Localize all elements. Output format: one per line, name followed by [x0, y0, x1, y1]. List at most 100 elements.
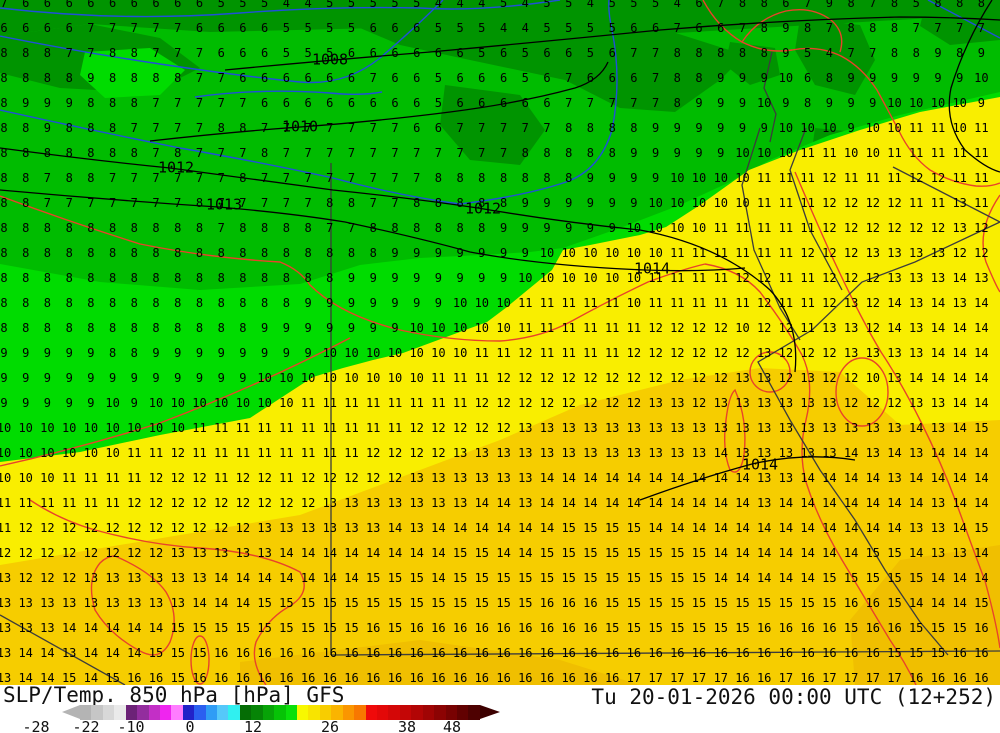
temp-value: 9 [456, 271, 464, 285]
temp-value: 15 [756, 596, 772, 610]
temp-value: 4 [478, 0, 486, 10]
temp-value: 6 [456, 71, 464, 85]
temp-value: 15 [713, 596, 729, 610]
temp-value: 8 [304, 271, 312, 285]
temp-value: 8 [43, 221, 52, 235]
coastline [982, 194, 1000, 293]
temp-value: 8 [217, 296, 225, 310]
temp-value: 11 [735, 296, 750, 310]
temp-value: 8 [347, 196, 356, 210]
temp-value: 10 [648, 196, 663, 210]
temp-value: 6 [174, 0, 182, 10]
temp-value: 16 [344, 646, 359, 660]
temp-value: 13 [887, 371, 902, 385]
temp-value: 15 [713, 621, 729, 635]
temp-value: 8 [195, 321, 204, 335]
temp-value: 12 [800, 346, 815, 360]
isobar-label: 1010 [281, 117, 319, 136]
temp-value: 13 [930, 546, 946, 560]
temp-value: 10 [170, 421, 186, 435]
temp-value: 14 [18, 671, 33, 685]
temp-value: 11 [974, 146, 989, 160]
blue-contours [0, 0, 1000, 205]
deep-gold-patch [850, 545, 1000, 685]
temp-value: 7 [543, 121, 551, 135]
temp-value: 7 [803, 0, 812, 10]
temp-value: 11 [887, 146, 902, 160]
temp-value: 12 [474, 421, 490, 435]
temp-value: 12 [865, 196, 881, 210]
temp-value: 11 [40, 496, 55, 510]
temp-value: 12 [670, 321, 685, 335]
temp-value: 6 [391, 46, 399, 60]
temp-value: 5 [304, 46, 312, 60]
legend-color-block [445, 705, 457, 720]
temp-value: 14 [974, 396, 989, 410]
temp-value: 12 [18, 571, 33, 585]
temp-value: 14 [83, 646, 99, 660]
temp-value: 11 [583, 346, 598, 360]
temp-value: 11 [670, 246, 685, 260]
temp-value: 12 [300, 471, 316, 485]
temp-value: 12 [865, 396, 881, 410]
temp-value: 6 [565, 46, 573, 60]
temp-value: 12 [539, 396, 555, 410]
temp-value: 7 [391, 121, 399, 135]
temp-value: 6 [260, 96, 269, 110]
temp-value: 16 [887, 621, 902, 635]
temp-value: 15 [887, 546, 902, 560]
temp-value: 7 [108, 196, 117, 210]
temp-value: 10 [778, 71, 794, 85]
temp-value: 14 [300, 571, 316, 585]
temp-value: 10 [61, 421, 77, 435]
temp-value: 5 [282, 21, 291, 35]
temp-value: 7 [413, 171, 421, 185]
temp-value: 10 [670, 221, 685, 235]
temp-value: 9 [782, 21, 790, 35]
temp-value: 7 [195, 146, 204, 160]
temp-value: 10 [865, 121, 881, 135]
temp-value: 6 [130, 0, 138, 10]
legend-color-block [411, 705, 423, 720]
legend-color-block [125, 705, 138, 720]
legend-color-block [308, 705, 320, 720]
temp-value: 10 [127, 421, 142, 435]
temp-value: 14 [930, 596, 946, 610]
temp-value: 5 [326, 21, 334, 35]
temp-value: 8 [108, 71, 117, 85]
legend-color-block [285, 705, 298, 720]
temp-value: 13 [583, 446, 598, 460]
temp-value: 13 [365, 521, 381, 535]
temp-value: 13 [257, 546, 272, 560]
temp-value: 15 [474, 546, 490, 560]
temp-value: 5 [456, 21, 464, 35]
temp-value: 12 [61, 546, 77, 560]
temp-value: 15 [843, 621, 859, 635]
temp-value: 11 [300, 421, 316, 435]
temp-value: 8 [869, 21, 877, 35]
temp-value: 7 [217, 71, 225, 85]
temp-value: 10 [452, 346, 468, 360]
temp-value: 10 [756, 96, 772, 110]
temp-value: 13 [843, 421, 859, 435]
temp-value: 11 [61, 496, 77, 510]
temp-value: 13 [865, 246, 881, 260]
isobar-line-1010 [149, 61, 609, 142]
temp-value: 7 [130, 171, 138, 185]
temp-value: 12 [40, 546, 55, 560]
temp-value: 11 [908, 146, 924, 160]
temp-value: 12 [691, 371, 707, 385]
temp-value: 7 [738, 21, 747, 35]
temp-value: 5 [217, 0, 225, 10]
temp-value: 9 [499, 246, 508, 260]
temp-value: 12 [648, 346, 663, 360]
temp-value: 10 [105, 421, 120, 435]
temp-value: 16 [409, 621, 424, 635]
temp-value: 10 [83, 446, 99, 460]
temp-value: 16 [539, 621, 555, 635]
temp-value: 4 [521, 0, 529, 10]
temp-value: 6 [651, 21, 660, 35]
temp-value: 11 [713, 221, 729, 235]
temp-value: 15 [604, 596, 620, 610]
